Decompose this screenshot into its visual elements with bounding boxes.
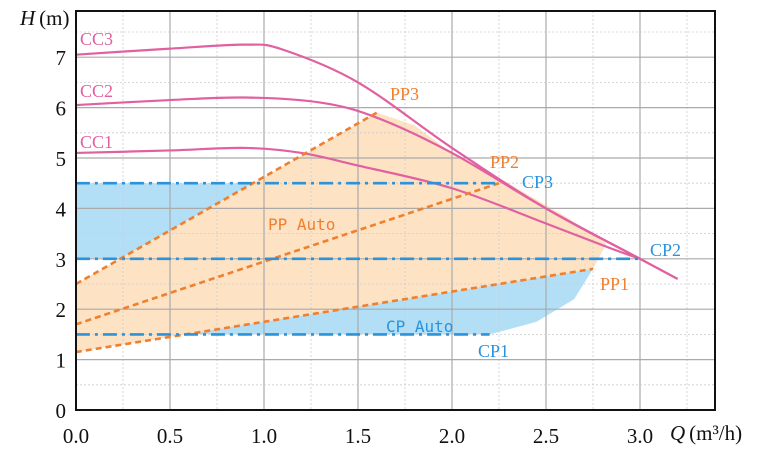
x-tick-label: 3.0	[627, 424, 653, 448]
plot-frame	[75, 10, 716, 411]
y-tick-label: 3	[56, 248, 67, 272]
series-pp1	[75, 267, 594, 354]
y-axis-label: H (m)	[19, 6, 70, 30]
label-cp1: CP1	[478, 341, 509, 361]
x-tick-label: 0.5	[157, 424, 183, 448]
label-cp-auto: CP Auto	[386, 317, 453, 336]
x-axis-label: Q (m³/h)	[670, 421, 742, 445]
label-pp3: PP3	[390, 84, 419, 104]
x-tick-label: 1.0	[251, 424, 277, 448]
series-cc1	[75, 146, 641, 260]
x-tick-label: 0.0	[63, 424, 89, 448]
y-tick-label: 7	[56, 46, 67, 70]
y-tick-label: 4	[56, 197, 67, 221]
y-tick-label: 2	[56, 298, 67, 322]
series-pp3	[75, 111, 378, 286]
label-cc2: CC2	[80, 81, 113, 101]
area-pp-auto	[76, 112, 607, 353]
x-tick-label: 2.5	[533, 424, 559, 448]
series-cc2	[75, 96, 679, 280]
label-pp1: PP1	[600, 274, 629, 294]
label-cp2: CP2	[650, 240, 681, 260]
label-cp3: CP3	[522, 172, 553, 192]
label-cc3: CC3	[80, 29, 113, 49]
x-tick-label: 2.0	[439, 424, 465, 448]
label-pp2: PP2	[490, 152, 519, 172]
label-cc1: CC1	[80, 132, 113, 152]
y-tick-label: 0	[56, 399, 67, 423]
x-tick-label: 1.5	[345, 424, 371, 448]
series-pp2	[75, 181, 500, 326]
y-tick-label: 6	[56, 97, 67, 121]
y-tick-label: 5	[56, 147, 67, 171]
y-tick-label: 1	[56, 349, 67, 373]
label-pp-auto: PP Auto	[268, 215, 335, 234]
